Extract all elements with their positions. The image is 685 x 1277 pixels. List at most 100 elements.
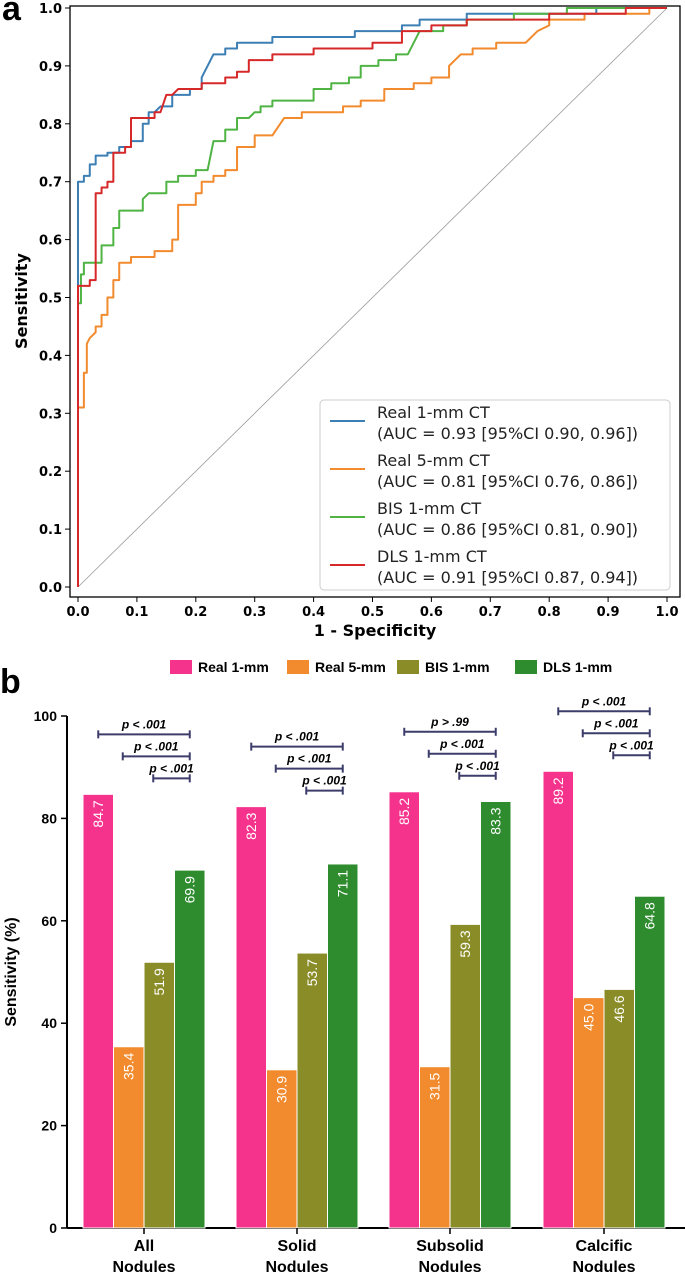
bar-value-label: 46.6: [611, 995, 627, 1022]
bar-value-label: 82.3: [243, 812, 259, 839]
x-tick-label: 0.8: [538, 605, 561, 620]
roc-y-axis-label: Sensitivity: [12, 252, 31, 348]
bar-real-5-mm-3: [573, 997, 605, 1229]
comparison-p-value: p < .001: [121, 717, 167, 731]
category-label-line: Solid: [277, 1238, 316, 1255]
bar-dls-1-mm-0: [174, 869, 206, 1229]
bar-series: 84.7 35.4 51.9 69.9 82.3 30.9 53.7 71.1 85.2 31.5…: [82, 770, 666, 1229]
y-tick-label: 0.8: [39, 118, 62, 133]
legend-name-real-1-mm-ct: Real 1-mm CT: [377, 403, 490, 422]
comparison-p-value: p < .001: [454, 759, 500, 773]
roc-curve-bis-1-mm-ct: [77, 7, 667, 587]
x-tick-label: 1.0: [655, 605, 678, 620]
comparison-p-value: p < .001: [286, 752, 332, 766]
legend-label-real-5-mm: Real 5-mm: [315, 659, 386, 675]
x-tick-label: 0.3: [243, 605, 266, 620]
bar-y-tick-label: 60: [41, 913, 57, 929]
category-label-line: Subsolid: [416, 1238, 484, 1255]
bar-value-label: 71.1: [335, 870, 351, 897]
legend-name-dls-1-mm-ct: DLS 1-mm CT: [377, 547, 487, 566]
roc-curves: [77, 7, 667, 587]
category-label-line: Nodules: [418, 1259, 481, 1276]
roc-curve-real-1-mm-ct: [77, 7, 667, 587]
bar-value-label: 59.3: [457, 930, 473, 957]
bar-dls-1-mm-1: [327, 863, 359, 1229]
y-tick-label: 1.0: [39, 2, 62, 17]
x-tick-label: 0.9: [597, 605, 620, 620]
x-tick-label: 0.1: [125, 605, 148, 620]
bar-y-tick-label: 20: [41, 1118, 57, 1134]
bar-y-tick-label: 0: [49, 1220, 57, 1236]
bar-real-5-mm-1: [266, 1069, 298, 1229]
x-tick-label: 0.5: [361, 605, 384, 620]
comparison-p-value: p < .001: [608, 738, 654, 752]
bar-bis-1-mm-1: [296, 952, 328, 1229]
roc-panel: a 0.0 0.1 0.2 0.3 0.4 0.5 0.6 0.7 0.8 0.9 1.0 0.00…: [2, 0, 681, 640]
bar-real-1-mm-0: [82, 793, 114, 1229]
legend-swatch-dls-1-mm: [515, 660, 537, 674]
bar-value-label: 35.4: [121, 1053, 137, 1080]
category-label-line: Nodules: [112, 1259, 175, 1276]
legend-swatch-real-1-mm: [170, 660, 192, 674]
chance-diagonal-line: [77, 7, 668, 588]
bar-y-tick-label: 100: [34, 708, 58, 724]
bar-value-label: 69.9: [182, 876, 198, 903]
bar-y-tick-label: 40: [41, 1015, 57, 1031]
comparison-p-value: p < .001: [439, 737, 485, 751]
legend-label-dls-1-mm: DLS 1-mm: [543, 659, 612, 675]
y-tick-label: 0.7: [39, 176, 62, 191]
category-label-line: Calcific: [576, 1238, 633, 1255]
legend-name-real-5-mm-ct: Real 5-mm CT: [377, 451, 490, 470]
panel-letter-a: a: [2, 0, 22, 28]
bar-value-label: 30.9: [274, 1076, 290, 1103]
x-tick-label: 0.7: [479, 605, 502, 620]
comparison-p-value: p > .99: [430, 715, 469, 729]
comparison-p-value: p < .001: [148, 761, 194, 775]
bar-category-labels: All Nodules Solid Nodules Subsolid Nodules Cal…: [112, 1228, 636, 1276]
bar-value-label: 83.3: [488, 807, 504, 834]
y-tick-label: 0.3: [39, 407, 62, 422]
y-tick-label: 0.6: [39, 234, 62, 249]
category-label-line: Nodules: [572, 1259, 635, 1276]
x-tick-label: 0.2: [184, 605, 207, 620]
bar-value-label: 89.2: [550, 777, 566, 804]
comparison-p-value: p < .001: [593, 716, 639, 730]
comparison-p-value: p < .001: [581, 694, 627, 708]
bar-y-axis-label: Sensitivity (%): [3, 917, 20, 1026]
bar-y-tick-label: 80: [41, 810, 57, 826]
bar-value-label: 51.9: [151, 968, 167, 995]
y-tick-label: 0.5: [39, 292, 62, 307]
category-label-line: Nodules: [265, 1259, 328, 1276]
x-tick-label: 0.6: [420, 605, 443, 620]
roc-legend-box: [319, 399, 671, 591]
category-label-line: All: [134, 1238, 154, 1255]
bar-bis-1-mm-3: [603, 988, 635, 1229]
roc-curve-dls-1-mm-ct: [77, 7, 667, 587]
legend-auc-bis-1-mm-ct: (AUC = 0.86 [95%CI 0.81, 0.90]): [377, 520, 638, 539]
comparison-p-value: p < .001: [301, 774, 347, 788]
roc-curve-real-5-mm-ct: [77, 7, 667, 587]
bar-real-1-mm-1: [235, 806, 267, 1229]
legend-auc-real-1-mm-ct: (AUC = 0.93 [95%CI 0.90, 0.96]): [377, 424, 638, 443]
y-tick-label: 0.1: [39, 523, 62, 538]
x-tick-label: 0.4: [302, 605, 325, 620]
roc-x-ticks: 0.0 0.1 0.2 0.3 0.4 0.5 0.6 0.7 0.8 0.9 1.0: [66, 597, 679, 620]
bar-value-label: 53.7: [304, 959, 320, 986]
bar-value-label: 85.2: [396, 798, 412, 825]
comparison-p-value: p < .001: [274, 730, 320, 744]
bar-dls-1-mm-2: [480, 801, 512, 1229]
bar-real-1-mm-2: [388, 791, 420, 1229]
legend-auc-dls-1-mm-ct: (AUC = 0.91 [95%CI 0.87, 0.94]): [377, 568, 638, 587]
legend-auc-real-5-mm-ct: (AUC = 0.81 [95%CI 0.76, 0.86]): [377, 472, 638, 491]
y-tick-label: 0.9: [39, 60, 62, 75]
bar-bis-1-mm-2: [449, 923, 481, 1229]
bar-dls-1-mm-3: [634, 895, 666, 1229]
bar-real-5-mm-0: [113, 1046, 145, 1229]
roc-legend: Real 1-mm CT (AUC = 0.93 [95%CI 0.90, 0.9…: [319, 399, 671, 591]
chance-diagonal: [77, 7, 668, 588]
legend-name-bis-1-mm-ct: BIS 1-mm CT: [377, 499, 481, 518]
y-tick-label: 0.2: [39, 465, 62, 480]
comparison-brackets: p < .001 p < .001 p < .001 p < .001 p < .001…: [97, 694, 654, 795]
y-tick-label: 0.4: [39, 349, 62, 364]
comparison-p-value: p < .001: [133, 739, 179, 753]
